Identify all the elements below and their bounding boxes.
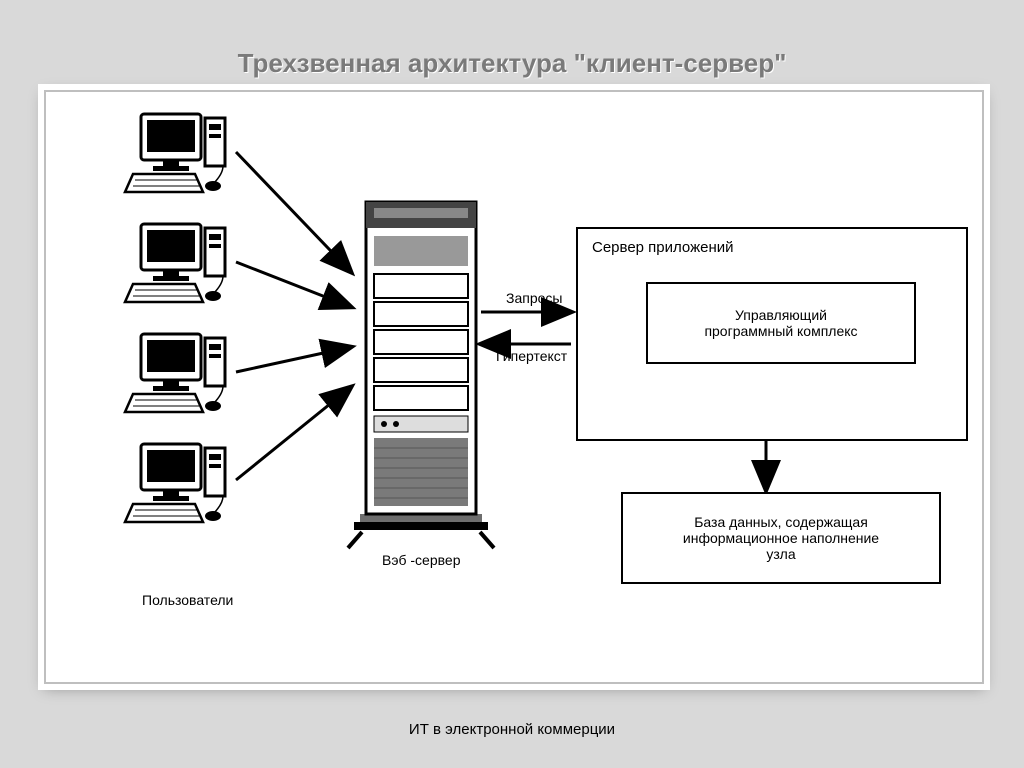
server-icon xyxy=(348,202,494,548)
arrow-client-1 xyxy=(236,152,351,272)
database-l2: информационное наполнение xyxy=(683,530,879,546)
arrow-client-2 xyxy=(236,262,351,307)
footer-caption: ИТ в электронной коммерции xyxy=(0,721,1024,738)
page-title: Трехзвенная архитектура "клиент-сервер" xyxy=(0,48,1024,79)
control-complex-box: Управляющий программный комплекс xyxy=(646,282,916,364)
database-l3: узла xyxy=(766,546,795,562)
diagram-frame: Сервер приложений Управляющий программны… xyxy=(44,90,984,684)
client-icon-2 xyxy=(125,224,225,302)
database-box: База данных, содержащая информационное н… xyxy=(621,492,941,584)
hypertext-label: Гипертекст xyxy=(496,348,567,364)
client-icon-3 xyxy=(125,334,225,412)
arrow-client-3 xyxy=(236,347,351,372)
webserver-label: Вэб -сервер xyxy=(382,552,460,568)
control-complex-l2: программный комплекс xyxy=(704,323,857,339)
client-icon-4 xyxy=(125,444,225,522)
control-complex-l1: Управляющий xyxy=(735,307,827,323)
users-label: Пользователи xyxy=(142,592,233,608)
arrow-client-4 xyxy=(236,387,351,480)
client-icon-1 xyxy=(125,114,225,192)
requests-label: Запросы xyxy=(506,290,562,306)
app-server-label: Сервер приложений xyxy=(592,239,734,256)
database-l1: База данных, содержащая xyxy=(694,514,868,530)
